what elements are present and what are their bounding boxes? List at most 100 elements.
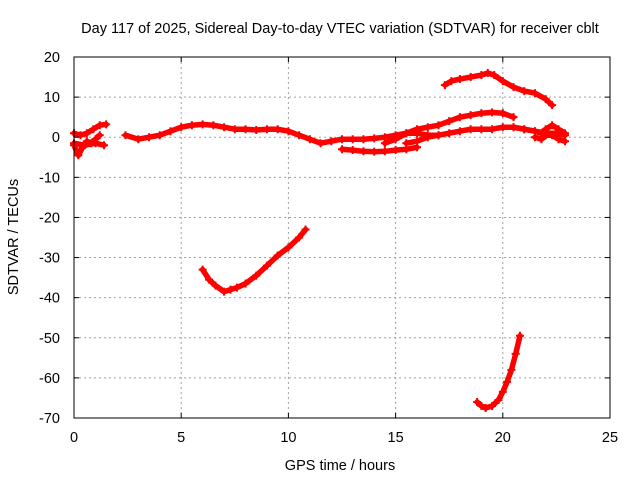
data-point — [434, 121, 443, 130]
data-point — [511, 349, 520, 358]
data-point — [445, 117, 454, 126]
data-point — [295, 131, 304, 140]
data-point — [241, 279, 250, 288]
data-point — [301, 225, 310, 234]
data-point — [348, 146, 357, 155]
data-point — [370, 134, 379, 143]
data-point — [273, 125, 282, 134]
data-point — [359, 147, 368, 156]
data-point — [198, 265, 207, 274]
data-point — [187, 121, 196, 130]
data-point — [226, 285, 235, 294]
data-point — [466, 111, 475, 120]
data-point — [209, 121, 218, 130]
data-point — [440, 81, 449, 90]
y-axis-label: SDTVAR / TECUs — [6, 179, 22, 295]
data-point — [423, 133, 432, 142]
data-point — [554, 135, 563, 144]
data-point — [503, 377, 512, 386]
data-point — [477, 71, 486, 80]
data-point — [74, 151, 83, 160]
data-point — [548, 101, 557, 110]
series-arc-k — [199, 226, 309, 295]
data-point — [348, 135, 357, 144]
data-point — [520, 87, 529, 96]
x-tick-label: 5 — [177, 430, 185, 446]
data-point — [520, 125, 529, 134]
data-point — [483, 69, 492, 78]
data-point — [230, 125, 239, 134]
data-point — [177, 123, 186, 132]
y-tick-label: -40 — [39, 291, 60, 307]
data-point — [498, 109, 507, 118]
x-tick-label: 25 — [602, 430, 618, 446]
data-point — [284, 127, 293, 136]
data-point — [338, 135, 346, 144]
series-arc-c — [71, 140, 107, 148]
plot-frame — [73, 56, 611, 419]
data-point — [380, 147, 389, 156]
data-point — [488, 401, 497, 410]
data-point — [211, 281, 220, 290]
y-tick-label: -20 — [39, 210, 60, 226]
data-point — [262, 261, 271, 270]
data-point — [391, 135, 400, 144]
data-point — [134, 135, 143, 144]
y-tick-label: -10 — [39, 170, 60, 186]
data-point — [541, 95, 550, 104]
data-point — [548, 121, 557, 130]
data-point — [391, 146, 400, 155]
data-point — [477, 109, 486, 118]
data-point — [509, 113, 518, 122]
data-point — [548, 131, 557, 140]
x-tick-labels: 0 5 10 15 20 25 — [70, 430, 618, 446]
data-point — [423, 123, 432, 132]
data-point — [80, 141, 89, 150]
data-point — [402, 139, 411, 148]
y-tick-labels: 20 10 0 -10 -20 -30 -40 -50 -60 -70 — [39, 50, 60, 427]
series-arc-h — [442, 70, 555, 108]
y-tick-label: -50 — [39, 331, 60, 347]
data-point — [220, 287, 229, 296]
data-point — [284, 243, 293, 252]
chart-title: Day 117 of 2025, Sidereal Day-to-day VTE… — [81, 21, 599, 37]
data-point — [232, 283, 241, 292]
data-point — [95, 131, 104, 140]
y-tick-label: -60 — [39, 371, 60, 387]
data-point — [466, 73, 475, 82]
data-point — [166, 127, 175, 136]
data-point — [488, 108, 497, 117]
data-point — [509, 83, 518, 92]
data-point — [466, 125, 475, 134]
data-point — [455, 75, 464, 84]
data-point — [145, 133, 154, 142]
data-point — [76, 131, 85, 140]
data-point — [316, 139, 325, 148]
data-point — [445, 129, 454, 138]
data-point — [338, 145, 346, 154]
data-point — [295, 233, 304, 242]
data-point — [252, 271, 261, 280]
data-point — [507, 365, 516, 374]
data-point — [198, 120, 207, 129]
data-point — [494, 395, 503, 404]
series-layer — [70, 69, 569, 412]
data-point — [327, 137, 336, 146]
data-point — [498, 77, 507, 86]
data-point — [82, 129, 91, 138]
data-point — [498, 123, 507, 132]
data-point — [515, 331, 524, 340]
data-point — [560, 129, 569, 138]
data-point — [530, 89, 539, 98]
x-tick-label: 15 — [388, 430, 404, 446]
data-point — [220, 123, 229, 132]
data-point — [530, 133, 539, 142]
data-point — [121, 131, 130, 140]
data-point — [100, 141, 109, 150]
x-tick-label: 0 — [70, 430, 78, 446]
x-tick-label: 20 — [495, 430, 511, 446]
x-axis-label: GPS time / hours — [285, 458, 395, 474]
grid — [74, 57, 610, 418]
data-point — [434, 131, 443, 140]
